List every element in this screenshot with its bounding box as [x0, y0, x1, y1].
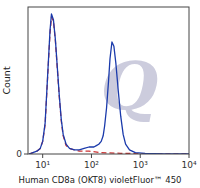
y-axis-label: Count — [1, 66, 12, 94]
x-axis-label: Human CD8a (OKT8) violetFluor™ 450 — [19, 175, 182, 185]
x-tick — [91, 154, 92, 158]
x-tick — [189, 154, 190, 158]
x-tick — [42, 154, 43, 158]
x-tick-label: 10¹ — [35, 160, 50, 170]
plot-frame — [28, 7, 189, 154]
x-tick-label: 10² — [84, 160, 99, 170]
series-line — [29, 14, 189, 154]
y-tick-label: 0 — [16, 149, 22, 159]
plot-area — [29, 14, 189, 154]
x-tick — [140, 154, 141, 158]
x-tick-label: 10³ — [133, 160, 148, 170]
x-tick-label: 10⁴ — [181, 160, 196, 170]
watermark: Q — [101, 47, 159, 125]
series-line — [29, 17, 189, 154]
y-tick — [24, 154, 28, 155]
chart: Q 10¹ 10² 10³ 10⁴ 0 Human CD8a (OKT8) violetFl… — [0, 0, 200, 188]
